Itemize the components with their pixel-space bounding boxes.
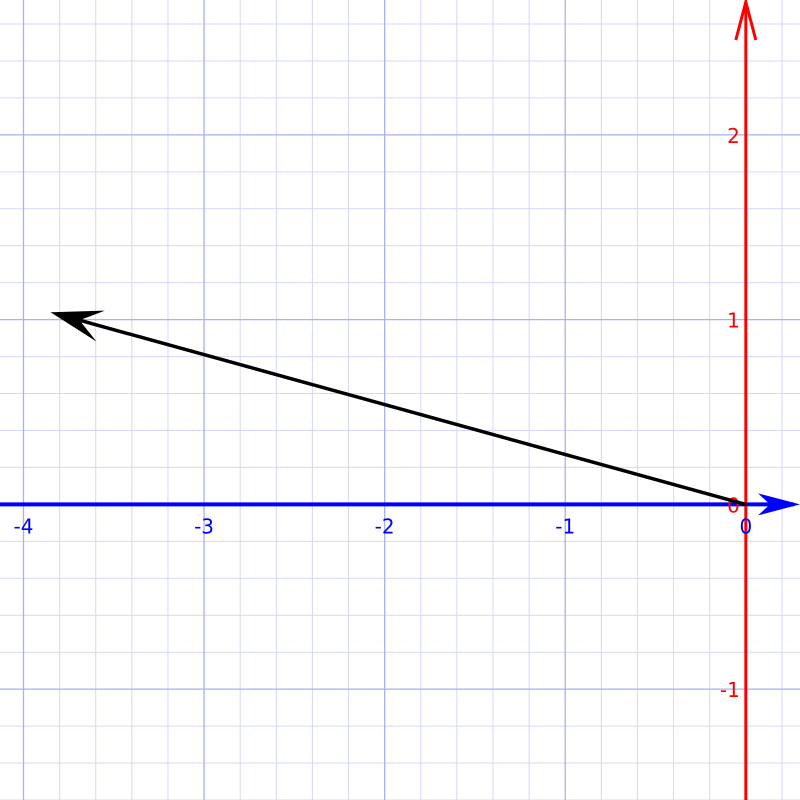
y-tick-label: -1	[720, 678, 740, 702]
vector-arrow	[50, 310, 748, 507]
vector-arrowhead	[50, 310, 105, 342]
x-axis	[0, 493, 800, 516]
y-tick-label: 2	[727, 124, 740, 148]
y-tick-labels: 2 1 0 -1	[720, 124, 740, 702]
y-tick-label: 0	[727, 493, 740, 517]
x-tick-label: -3	[194, 514, 214, 538]
x-tick-labels: -4 -3 -2 -1 0	[13, 514, 752, 538]
y-tick-label: 1	[727, 309, 740, 333]
x-axis-arrowhead	[758, 493, 800, 516]
x-tick-label: -2	[375, 514, 395, 538]
y-axis-arrowhead	[734, 0, 758, 41]
x-tick-label: 0	[739, 514, 752, 538]
x-tick-label: -1	[555, 514, 575, 538]
y-axis	[734, 0, 758, 800]
vector-shaft	[77, 318, 748, 507]
x-tick-label: -4	[13, 514, 33, 538]
